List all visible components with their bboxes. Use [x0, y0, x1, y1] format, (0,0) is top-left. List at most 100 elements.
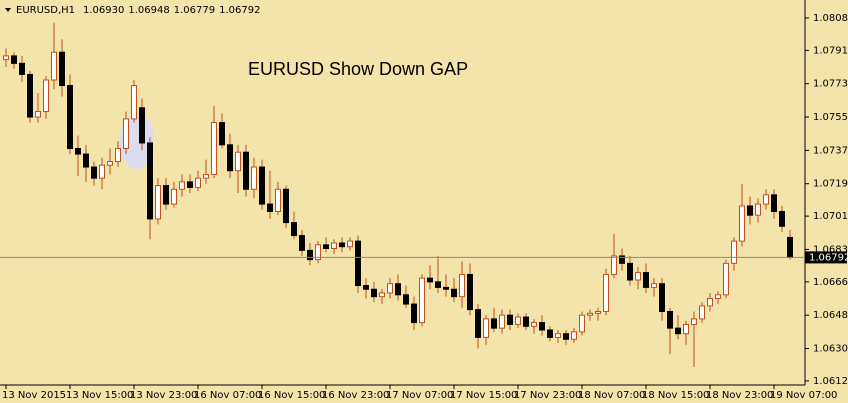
candle-body [531, 322, 537, 327]
candle-body [3, 55, 9, 61]
candle-body [739, 205, 745, 242]
candle-body [91, 166, 97, 179]
candle-body [339, 242, 345, 248]
y-tick-label: 1.08085 [813, 13, 848, 24]
candle-body [99, 164, 105, 179]
candle-body [731, 240, 737, 264]
candle-body [779, 210, 785, 227]
y-tick-label: 1.06835 [813, 244, 848, 255]
candle-body [435, 281, 441, 288]
menu-arrow [5, 8, 11, 12]
candle-body [259, 166, 265, 205]
candle-body [163, 185, 169, 205]
candle-body [291, 222, 297, 237]
annotation: EURUSD Show Down GAP [248, 59, 468, 79]
candle-body [83, 153, 89, 168]
candle-body [611, 255, 617, 275]
candle-body [691, 318, 697, 325]
y-tick-label: 1.07190 [813, 179, 848, 190]
candle-body [179, 181, 185, 190]
candle-body [27, 73, 33, 118]
candle-body [443, 286, 449, 290]
candle-body [667, 310, 673, 329]
candle-body [475, 309, 481, 338]
x-tick-label: 13 Nov 2015 [2, 390, 66, 401]
candle-body [683, 323, 689, 335]
candle-body [251, 166, 257, 190]
candle-body [67, 85, 73, 150]
candle-body [379, 292, 385, 298]
candle-body [483, 318, 489, 338]
y-tick-label: 1.07730 [813, 79, 848, 90]
info-bar: EURUSD,H1 1.06930 1.06948 1.06779 1.06792 [16, 5, 260, 16]
candle-body [315, 244, 321, 261]
candle-body [171, 188, 177, 205]
candle-body [579, 314, 585, 333]
candle-body [155, 185, 161, 220]
info-text: 1.06779 [174, 5, 215, 16]
candle-body [267, 203, 273, 212]
candle-body [123, 118, 129, 150]
candle-body [299, 235, 305, 251]
x-tick-label: 18 Nov 15:00 [642, 390, 709, 401]
candle-body [555, 333, 561, 338]
y-tick-label: 1.07015 [813, 211, 848, 222]
candle-body [131, 85, 137, 120]
candle-body [451, 288, 457, 298]
candle-body [235, 151, 241, 172]
info-text: EURUSD,H1 [16, 5, 75, 16]
candle-body [411, 303, 417, 324]
candle-body [51, 51, 57, 81]
candle-body [107, 160, 113, 166]
y-tick-label: 1.06300 [813, 344, 848, 355]
candle-body [347, 240, 353, 248]
y-tick-label: 1.06660 [813, 277, 848, 288]
last-price-box [805, 251, 847, 264]
candle-body [59, 51, 65, 87]
candle-body [363, 285, 369, 290]
candle-body [275, 188, 281, 212]
x-tick-label: 16 Nov 23:00 [322, 390, 389, 401]
candle-body [195, 177, 201, 188]
candle-body [523, 316, 529, 327]
candle-body [331, 242, 337, 250]
candle-body [755, 203, 761, 216]
candle-body [747, 205, 753, 216]
candle-body [707, 298, 713, 307]
x-tick-label: 16 Nov 07:00 [194, 390, 261, 401]
candle-body [203, 173, 209, 179]
candle-body [403, 294, 409, 305]
candle-body [283, 188, 289, 224]
candle-body [323, 244, 329, 250]
candle-body [571, 331, 577, 340]
candle-body [651, 283, 657, 288]
candle-body [587, 312, 593, 316]
candle-body [763, 194, 769, 205]
candle-body [115, 148, 121, 162]
candle-body [35, 110, 41, 118]
candle-body [243, 151, 249, 190]
candle-body [43, 79, 49, 112]
x-tick-label: 17 Nov 23:00 [514, 390, 581, 401]
y-tick-label: 1.07550 [813, 112, 848, 123]
x-tick-label: 16 Nov 15:00 [258, 390, 325, 401]
candle-body [539, 322, 545, 331]
x-tick-label: 17 Nov 07:00 [386, 390, 453, 401]
candle-body [139, 107, 145, 144]
y-tick-label: 1.06480 [813, 310, 848, 321]
candle-body [603, 273, 609, 312]
candle-body [371, 288, 377, 298]
info-text: 1.06930 [83, 5, 124, 16]
candle-body [787, 236, 793, 258]
candle-body [75, 148, 81, 155]
x-tick-label: 18 Nov 07:00 [578, 390, 645, 401]
x-tick-label: 19 Nov 07:00 [770, 390, 837, 401]
info-text: 1.06948 [128, 5, 169, 16]
y-tick-label: 1.07370 [813, 145, 848, 156]
candle-body [11, 55, 17, 64]
candle-body [19, 62, 25, 75]
candle-body [219, 122, 225, 146]
candle-body [675, 327, 681, 335]
